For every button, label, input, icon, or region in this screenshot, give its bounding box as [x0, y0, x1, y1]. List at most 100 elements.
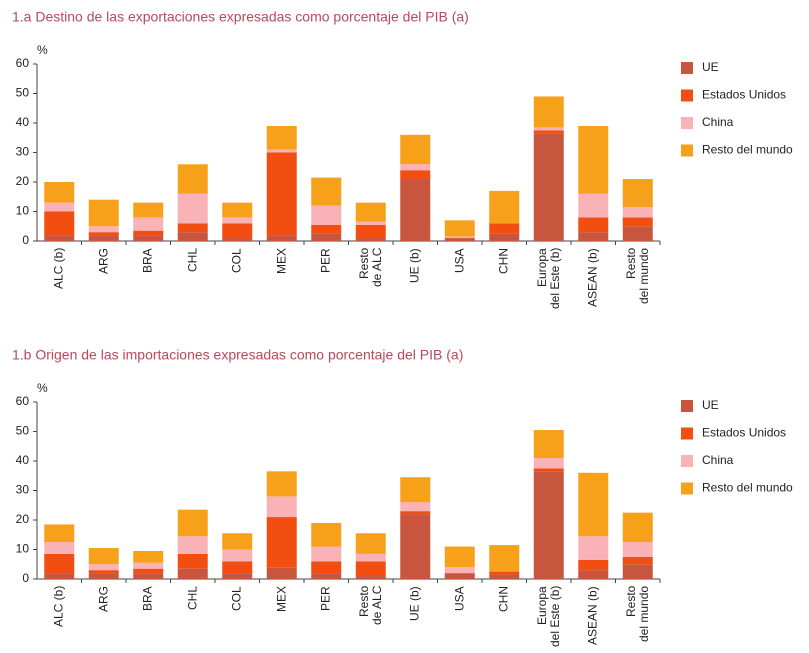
y-tick-label: 50: [16, 424, 30, 438]
bar-segment: [444, 238, 475, 241]
x-tick-label: Resto del mundo: [623, 586, 651, 643]
bar-segment: [177, 232, 208, 241]
x-tick-label: ARG: [96, 586, 111, 613]
legend-swatch: [681, 144, 693, 157]
bar-segment: [44, 235, 75, 241]
y-tick-label: 0: [22, 233, 29, 247]
bar-segment: [177, 568, 208, 579]
y-tick-label: 10: [16, 542, 30, 556]
bar-segment: [133, 202, 164, 218]
bar-segment: [355, 202, 386, 222]
bar-segment: [266, 152, 297, 236]
bar-segment: [88, 548, 119, 565]
bar-segment: [311, 233, 342, 241]
bar-segment: [311, 522, 342, 547]
bar-segment: [88, 570, 119, 574]
bar-segment: [88, 564, 119, 571]
bar-segment: [222, 573, 253, 579]
bar-segment: [578, 193, 609, 218]
bar-segment: [133, 230, 164, 236]
legend-label: Estados Unidos: [702, 426, 786, 440]
x-tick-label: ARG: [96, 248, 111, 275]
y-tick-label: 40: [16, 115, 30, 129]
bar-segment: [133, 217, 164, 231]
bar-segment: [578, 125, 609, 194]
x-tick-label: ALC (b): [51, 586, 66, 628]
y-tick-label: 60: [16, 56, 30, 70]
bar-segment: [578, 472, 609, 537]
bar-segment: [533, 96, 564, 128]
bar-segment: [622, 564, 653, 579]
legend-swatch: [681, 89, 693, 102]
bar-segment: [133, 562, 164, 569]
bar-segment: [355, 238, 386, 241]
x-tick-label: ASEAN (b): [585, 586, 600, 645]
x-tick-label: USA: [452, 248, 467, 273]
bar-segment: [311, 177, 342, 206]
bar-segment: [177, 553, 208, 569]
bar-segment: [578, 559, 609, 571]
x-tick-label: ALC (b): [51, 248, 66, 290]
bar-segment: [489, 545, 520, 572]
x-tick-label: Resto de ALC: [356, 248, 384, 288]
bar-segment: [177, 223, 208, 233]
bar-segment: [311, 573, 342, 579]
bar-segment: [444, 220, 475, 237]
bar-segment: [44, 553, 75, 574]
x-tick-label: MEX: [274, 586, 289, 613]
bar-segment: [622, 179, 653, 208]
bar-segment: [355, 224, 386, 239]
bar-segment: [622, 226, 653, 241]
bar-segment: [311, 205, 342, 225]
bar-segment: [400, 179, 431, 241]
bar-segment: [133, 568, 164, 574]
x-tick-label: CHL: [185, 248, 200, 273]
x-tick-label: CHL: [185, 586, 200, 611]
legend-label: Resto del mundo: [702, 143, 793, 157]
legend-swatch: [681, 455, 693, 467]
bar-segment: [622, 542, 653, 557]
bar-segment: [355, 576, 386, 579]
y-tick-label: 30: [16, 145, 30, 159]
bar-segment: [489, 233, 520, 241]
bar-segment: [444, 546, 475, 568]
bar-segment: [400, 477, 431, 503]
bar-segment: [355, 561, 386, 577]
x-tick-label: UE (b): [407, 586, 422, 621]
bar-segment: [489, 571, 520, 575]
legend-label: Estados Unidos: [702, 88, 786, 102]
x-tick-label: Resto de ALC: [356, 586, 384, 626]
bar-segment: [622, 512, 653, 543]
bar-segment: [578, 232, 609, 241]
bar-segment: [400, 514, 431, 579]
bar-segment: [533, 133, 564, 241]
bar-segment: [311, 546, 342, 562]
x-tick-label: COL: [229, 248, 244, 273]
bar-segment: [622, 556, 653, 565]
x-tick-label: PER: [318, 248, 333, 273]
bar-segment: [489, 574, 520, 579]
bar-segment: [88, 226, 119, 233]
bar-segment: [133, 235, 164, 241]
x-tick-label: CHN: [496, 248, 511, 274]
bar-segment: [444, 567, 475, 574]
x-tick-label: USA: [452, 586, 467, 611]
y-tick-label: 0: [22, 571, 29, 585]
bar-segment: [266, 125, 297, 150]
bar-segment: [222, 561, 253, 574]
y-tick-label: 10: [16, 204, 30, 218]
y-tick-label: 40: [16, 453, 30, 467]
legend-swatch: [681, 400, 693, 412]
bar-segment: [311, 224, 342, 234]
bar-segment: [44, 542, 75, 554]
bar-segment: [533, 127, 564, 131]
y-tick-label: 60: [16, 394, 30, 408]
bar-segment: [177, 193, 208, 224]
bar-segment: [266, 496, 297, 518]
bar-segment: [133, 573, 164, 579]
x-tick-label: UE (b): [407, 248, 422, 283]
bar-segment: [622, 217, 653, 227]
bar-segment: [533, 468, 564, 472]
